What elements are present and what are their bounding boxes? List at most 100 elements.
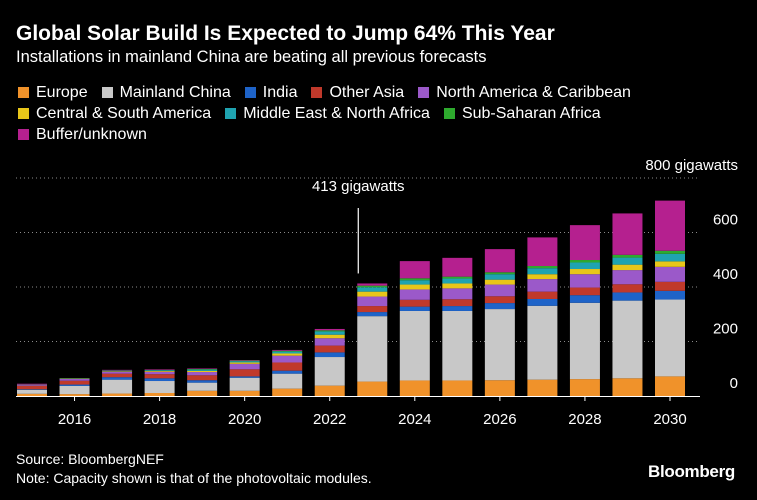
bar-segment <box>272 362 303 371</box>
y-tick-label: 200 <box>713 321 738 338</box>
x-tick-label: 2030 <box>653 411 686 428</box>
bar-segment <box>314 338 345 346</box>
bar-segment <box>59 385 90 395</box>
bar-segment <box>527 298 558 306</box>
bar-segment <box>144 370 175 372</box>
bar-segment <box>272 351 303 354</box>
bar-segment <box>187 382 218 391</box>
bar-segment <box>144 374 175 379</box>
bar-segment <box>484 279 515 285</box>
chart-title: Global Solar Build Is Expected to Jump 6… <box>16 22 555 45</box>
bar-segment <box>59 384 90 386</box>
bar-segment <box>229 369 260 377</box>
bar-segment <box>17 385 47 386</box>
legend: Europe Mainland China India Other Asia N… <box>18 82 718 145</box>
bar-segment <box>442 310 473 381</box>
bar-segment <box>59 378 90 381</box>
legend-item-europe: Europe <box>18 84 88 102</box>
bar-segment <box>612 264 643 271</box>
bar-segment <box>102 370 133 372</box>
bar-segment <box>357 312 388 317</box>
legend-label-europe: Europe <box>36 83 88 101</box>
bar-segment <box>527 268 558 275</box>
bar-segment <box>612 378 643 396</box>
legend-swatch-other-asia <box>311 87 323 98</box>
bar-segment <box>357 381 388 396</box>
bar-segment <box>442 288 473 300</box>
legend-swatch-central-south-america <box>18 108 29 119</box>
bar-segment <box>399 280 430 285</box>
bar-segment <box>314 334 345 339</box>
bar-segment <box>187 369 218 370</box>
bar-segment <box>527 291 558 299</box>
chart-subtitle: Installations in mainland China are beat… <box>16 48 487 66</box>
legend-row: Central & South America Middle East & No… <box>18 103 718 124</box>
bar-segment <box>399 284 430 290</box>
bar-segment <box>314 357 345 386</box>
bar-segment <box>229 362 260 364</box>
bar-segment <box>484 296 515 304</box>
bar-segment <box>612 213 643 255</box>
bar-segment <box>187 370 218 373</box>
legend-swatch-sub-saharan-africa <box>443 108 455 119</box>
x-tick-label: 2020 <box>228 411 261 428</box>
legend-item-middle-east-north-africa: Middle East & North Africa <box>225 105 430 123</box>
bar-segment <box>229 363 260 370</box>
source-text: Source: BloombergNEF <box>16 451 164 467</box>
bar-segment <box>59 380 90 385</box>
legend-item-sub-saharan-africa: Sub-Saharan Africa <box>443 105 601 123</box>
legend-swatch-india <box>244 87 256 98</box>
bar-segment <box>272 353 303 356</box>
legend-label-buffer-unknown: Buffer/unknown <box>36 125 147 143</box>
bar-segment <box>144 381 175 394</box>
x-tick-label: 2022 <box>313 411 346 428</box>
bar-segment <box>399 380 430 396</box>
bar-segment <box>569 295 600 303</box>
bar-segment <box>655 281 685 291</box>
bar-segment <box>442 299 473 307</box>
bar-segment <box>187 372 218 376</box>
bar-segment <box>484 309 515 381</box>
x-tick-label: 2018 <box>143 411 176 428</box>
bar-segment <box>484 380 515 396</box>
bar-segment <box>102 371 133 374</box>
x-tick-label: 2026 <box>483 411 516 428</box>
bar-segment <box>569 269 600 275</box>
bar-segment <box>527 279 558 292</box>
bar-segment <box>612 284 643 293</box>
bar-segment <box>144 369 175 370</box>
bar-segment <box>612 300 643 379</box>
bar-segment <box>102 371 133 372</box>
x-tick-label: 2024 <box>398 411 431 428</box>
bar-segment <box>569 260 600 263</box>
bar-segment <box>484 272 515 275</box>
bar-segment <box>655 290 685 300</box>
bar-segment <box>357 287 388 292</box>
bar-segment <box>102 393 133 396</box>
bar-segment <box>144 370 175 371</box>
bar-segment <box>655 250 685 254</box>
legend-swatch-middle-east-north-africa <box>225 108 237 119</box>
bar-segment <box>527 379 558 396</box>
bar-segment <box>442 283 473 289</box>
bar-segment <box>612 292 643 301</box>
bar-segment <box>187 368 218 370</box>
bar-segment <box>314 385 345 396</box>
y-tick-label: 400 <box>713 266 738 283</box>
bar-segment <box>442 306 473 311</box>
x-tick-label: 2028 <box>568 411 601 428</box>
bar-segment <box>399 310 430 381</box>
bar-segment <box>569 379 600 396</box>
bar-segment <box>569 262 600 270</box>
bar-segment <box>17 393 47 396</box>
bar-segment <box>229 360 260 361</box>
bar-segment <box>357 283 388 286</box>
bar-segment <box>655 253 685 262</box>
bar-segment <box>569 287 600 296</box>
bar-segment <box>187 375 218 381</box>
bar-segment <box>399 289 430 300</box>
bar-segment <box>314 328 345 331</box>
bar-segment <box>442 278 473 284</box>
y-tick-label: 600 <box>713 212 738 229</box>
